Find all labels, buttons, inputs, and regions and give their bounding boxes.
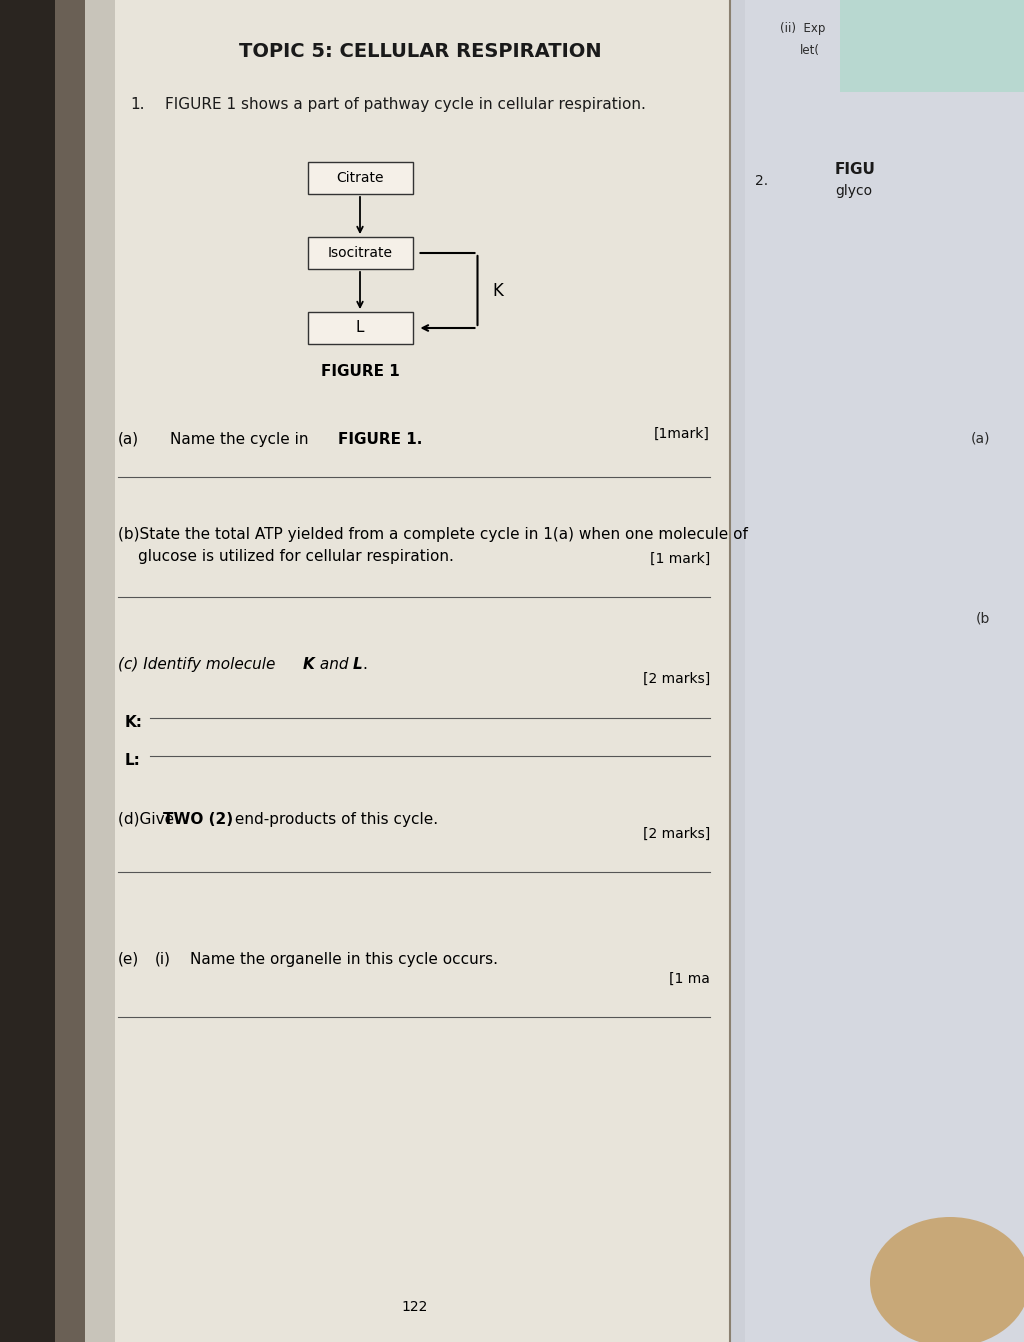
Text: 122: 122 bbox=[401, 1300, 428, 1314]
Bar bbox=[840, 0, 1024, 93]
Text: (a): (a) bbox=[118, 432, 139, 447]
Bar bbox=[55, 0, 85, 1342]
Text: (d)Give: (d)Give bbox=[118, 812, 179, 827]
Text: Name the organelle in this cycle occurs.: Name the organelle in this cycle occurs. bbox=[190, 951, 498, 968]
Text: FIGU: FIGU bbox=[835, 162, 876, 177]
Text: [1 mark]: [1 mark] bbox=[650, 552, 710, 566]
Text: (b: (b bbox=[976, 612, 990, 625]
Text: L:: L: bbox=[125, 753, 141, 768]
Text: TOPIC 5: CELLULAR RESPIRATION: TOPIC 5: CELLULAR RESPIRATION bbox=[239, 42, 601, 60]
FancyBboxPatch shape bbox=[307, 311, 413, 344]
Text: .: . bbox=[362, 658, 367, 672]
Text: FIGURE 1: FIGURE 1 bbox=[321, 364, 399, 378]
Ellipse shape bbox=[870, 1217, 1024, 1342]
Bar bbox=[0, 0, 55, 1342]
Text: K: K bbox=[303, 658, 314, 672]
Text: Citrate: Citrate bbox=[336, 170, 384, 185]
Text: (e): (e) bbox=[118, 951, 139, 968]
Bar bbox=[730, 0, 1024, 1342]
Text: let(: let( bbox=[800, 44, 820, 56]
Text: glucose is utilized for cellular respiration.: glucose is utilized for cellular respira… bbox=[138, 549, 454, 564]
Text: [2 marks]: [2 marks] bbox=[643, 827, 710, 841]
FancyBboxPatch shape bbox=[307, 238, 413, 268]
Text: glyco: glyco bbox=[835, 184, 872, 199]
Text: Name the cycle in: Name the cycle in bbox=[170, 432, 313, 447]
Text: end-products of this cycle.: end-products of this cycle. bbox=[230, 812, 438, 827]
Text: FIGURE 1 shows a part of pathway cycle in cellular respiration.: FIGURE 1 shows a part of pathway cycle i… bbox=[165, 97, 646, 111]
Text: [1 ma: [1 ma bbox=[669, 972, 710, 986]
Text: L: L bbox=[353, 658, 362, 672]
Text: [1mark]: [1mark] bbox=[654, 427, 710, 442]
Text: K: K bbox=[493, 282, 504, 299]
FancyBboxPatch shape bbox=[307, 162, 413, 195]
Text: [2 marks]: [2 marks] bbox=[643, 672, 710, 686]
Text: 1.: 1. bbox=[130, 97, 144, 111]
Text: (i): (i) bbox=[155, 951, 171, 968]
Bar bbox=[115, 0, 730, 1342]
Text: K:: K: bbox=[125, 715, 143, 730]
Text: (c) Identify molecule: (c) Identify molecule bbox=[118, 658, 281, 672]
Bar bbox=[745, 0, 1024, 1342]
Bar bbox=[85, 0, 730, 1342]
Text: 2.: 2. bbox=[755, 174, 768, 188]
Text: (ii)  Exp: (ii) Exp bbox=[780, 21, 825, 35]
Text: FIGURE 1.: FIGURE 1. bbox=[338, 432, 422, 447]
Text: Isocitrate: Isocitrate bbox=[328, 246, 392, 260]
Text: (a): (a) bbox=[971, 432, 990, 446]
Text: and: and bbox=[315, 658, 353, 672]
Text: (b)State the total ATP yielded from a complete cycle in 1(a) when one molecule o: (b)State the total ATP yielded from a co… bbox=[118, 527, 748, 542]
Text: L: L bbox=[355, 321, 365, 336]
Text: TWO (2): TWO (2) bbox=[163, 812, 233, 827]
Bar bbox=[85, 0, 115, 1342]
